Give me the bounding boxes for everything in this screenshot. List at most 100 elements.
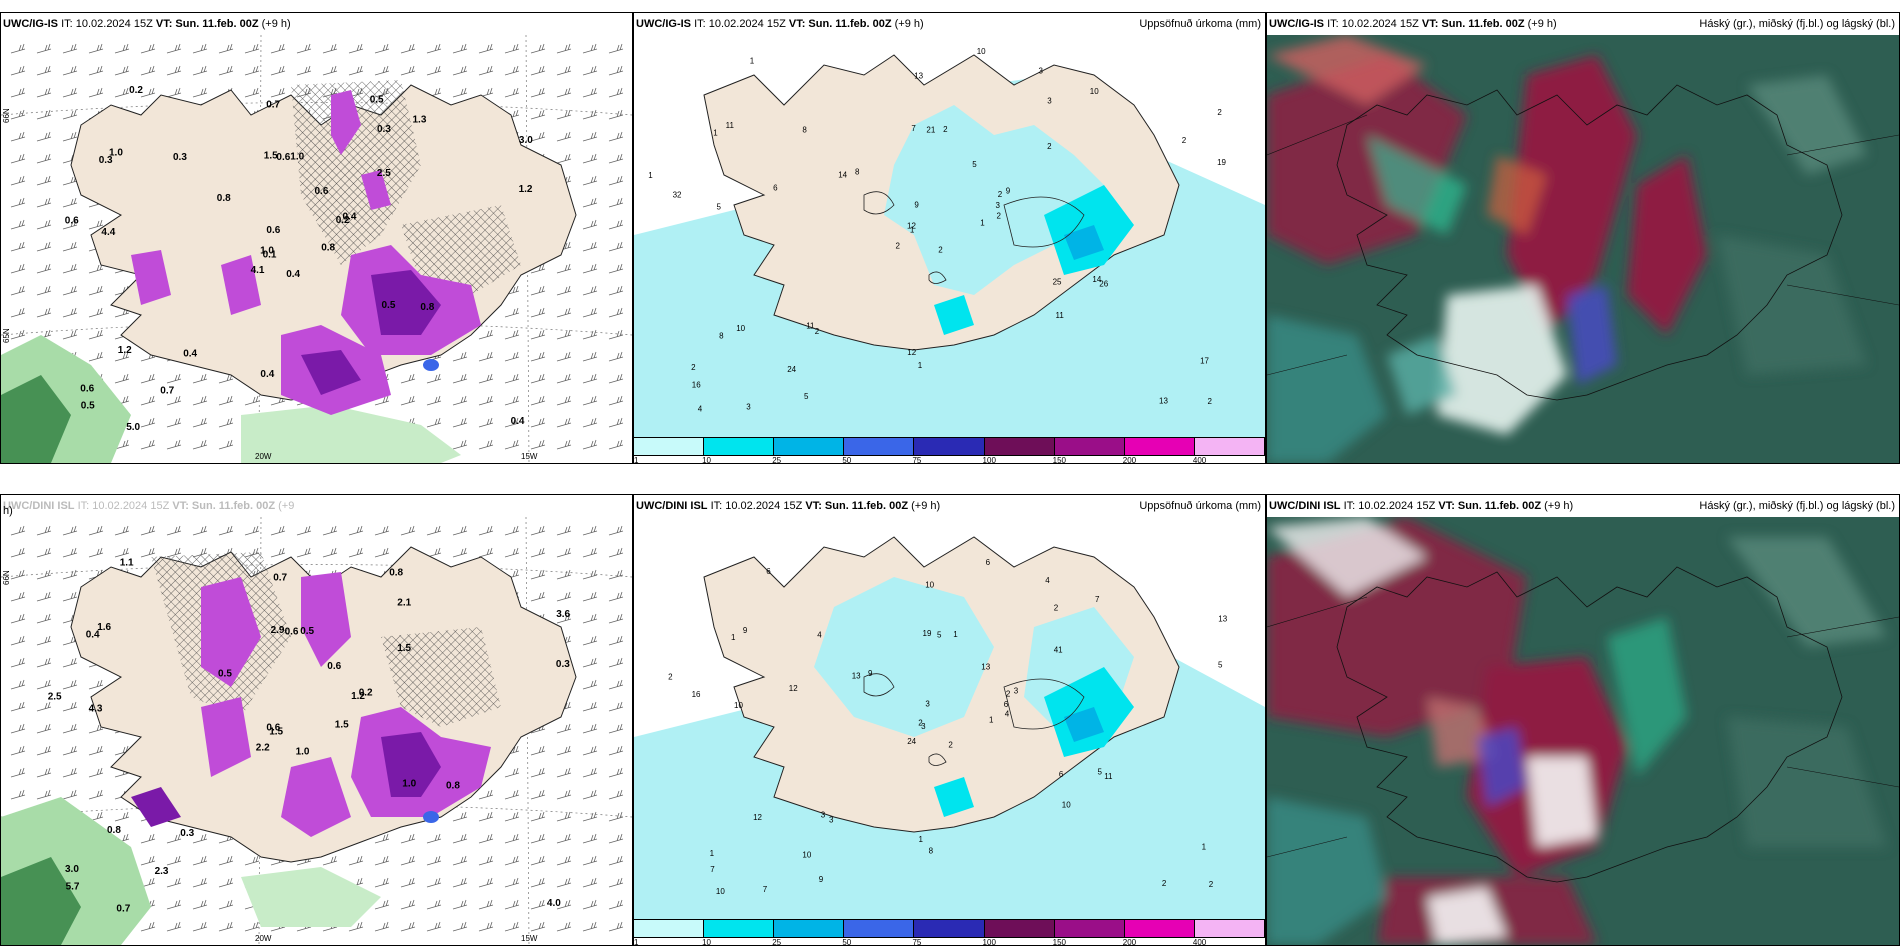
wind-barb [556, 373, 572, 384]
legend-swatch [1124, 438, 1195, 455]
wind-barb [88, 767, 104, 778]
value-label: 0.4 [511, 416, 525, 427]
value-label: 0.4 [86, 629, 100, 640]
wind-barb [530, 525, 546, 536]
wind-barb [374, 43, 390, 54]
wind-barb [10, 745, 26, 756]
wind-barb [36, 767, 52, 778]
map-panel-precip-igis[interactable]: UWC/IG-IS IT: 10.02.2024 15Z VT: Sun. 11… [633, 12, 1266, 464]
lon-label-20: 20W [255, 452, 272, 461]
wind-barb [62, 241, 78, 252]
wind-barb [452, 899, 468, 910]
wind-barb [530, 745, 546, 756]
wind-barb [608, 525, 624, 536]
map-panel-clouds-dini[interactable]: UWC/DINI ISL IT: 10.02.2024 15Z VT: Sun.… [1266, 494, 1900, 946]
title-wrap-text: h) [3, 505, 13, 517]
map-panel-snow-igis[interactable]: UWC/IG-IS IT: 10.02.2024 15Z VT: Sun. 11… [0, 12, 633, 464]
wind-barb [62, 197, 78, 208]
value-label: 1.0 [290, 152, 304, 163]
wind-barb [244, 525, 260, 536]
wind-barb [530, 351, 546, 362]
wind-barb [36, 241, 52, 252]
value-label: 2 [896, 242, 901, 251]
wind-barb [582, 219, 598, 230]
wind-barb [244, 921, 260, 932]
wind-barb [192, 921, 208, 932]
map-panel-clouds-igis[interactable]: UWC/IG-IS IT: 10.02.2024 15Z VT: Sun. 11… [1266, 12, 1900, 464]
lon-label-20: 20W [255, 934, 272, 943]
value-label: 10 [1090, 87, 1099, 96]
wind-barb [10, 767, 26, 778]
wind-barb [452, 43, 468, 54]
wind-barb [36, 197, 52, 208]
wind-barb [270, 547, 286, 558]
wind-barb [36, 219, 52, 230]
wind-barb [62, 307, 78, 318]
value-label: 0.5 [370, 95, 384, 106]
cloud-map [1267, 517, 1899, 945]
wind-barb [530, 877, 546, 888]
value-label: 1.5 [335, 719, 349, 730]
wind-barb [582, 65, 598, 76]
wind-barb [608, 65, 624, 76]
wind-barb [192, 43, 208, 54]
wind-barb [10, 263, 26, 274]
wind-barb [530, 789, 546, 800]
value-label: 13 [1159, 396, 1168, 405]
map-panel-precip-dini[interactable]: UWC/DINI ISL IT: 10.02.2024 15Z VT: Sun.… [633, 494, 1266, 946]
value-label: 1.6 [97, 622, 111, 633]
wind-barb [88, 547, 104, 558]
wind-barb [426, 525, 442, 536]
map-panel-snow-dini[interactable]: UWC/DINI ISL IT: 10.02.2024 15Z VT: Sun.… [0, 494, 633, 946]
value-label: 6 [773, 184, 778, 193]
wind-barb [10, 679, 26, 690]
wind-barb [36, 591, 52, 602]
wind-barb [192, 899, 208, 910]
wind-barb [140, 87, 156, 98]
wind-barb [556, 263, 572, 274]
wind-barb [166, 65, 182, 76]
wind-barb [400, 525, 416, 536]
wind-barb [478, 395, 494, 406]
wind-barb [10, 613, 26, 624]
wind-barb [62, 679, 78, 690]
wind-barb [478, 439, 494, 450]
wind-barb [36, 569, 52, 580]
wind-barb [62, 87, 78, 98]
wind-barb [166, 417, 182, 428]
wind-barb [400, 395, 416, 406]
wind-barb [504, 439, 520, 450]
panel-title: UWC/DINI ISL IT: 10.02.2024 15Z VT: Sun.… [636, 500, 941, 512]
wind-barb [478, 65, 494, 76]
wind-barb [10, 43, 26, 54]
wind-barb [10, 109, 26, 120]
value-label: 2.9 [271, 625, 285, 636]
value-label: 13 [981, 662, 990, 671]
value-label: 2.2 [256, 743, 270, 754]
value-label: 2 [1182, 136, 1187, 145]
wind-barb [400, 833, 416, 844]
value-label: 0.4 [343, 212, 357, 223]
wind-barb [62, 219, 78, 230]
legend-swatch [634, 438, 705, 455]
wind-barb [556, 153, 572, 164]
wind-barb [62, 657, 78, 668]
wind-barb [530, 899, 546, 910]
wind-barb [192, 439, 208, 450]
wind-barb [140, 373, 156, 384]
value-label: 9 [1006, 187, 1011, 196]
wind-barb [36, 745, 52, 756]
value-label: 3.0 [65, 864, 79, 875]
wind-barb [556, 439, 572, 450]
value-label: 7 [763, 885, 768, 894]
wind-barb [62, 767, 78, 778]
wind-barb [478, 547, 494, 558]
wind-barb [504, 899, 520, 910]
wind-barb [270, 87, 286, 98]
wind-barb [504, 921, 520, 932]
wind-barb [530, 767, 546, 778]
value-label: 26 [1099, 280, 1108, 289]
value-label: 0.4 [260, 369, 274, 380]
wind-barb [504, 877, 520, 888]
legend-swatch [1194, 438, 1265, 455]
